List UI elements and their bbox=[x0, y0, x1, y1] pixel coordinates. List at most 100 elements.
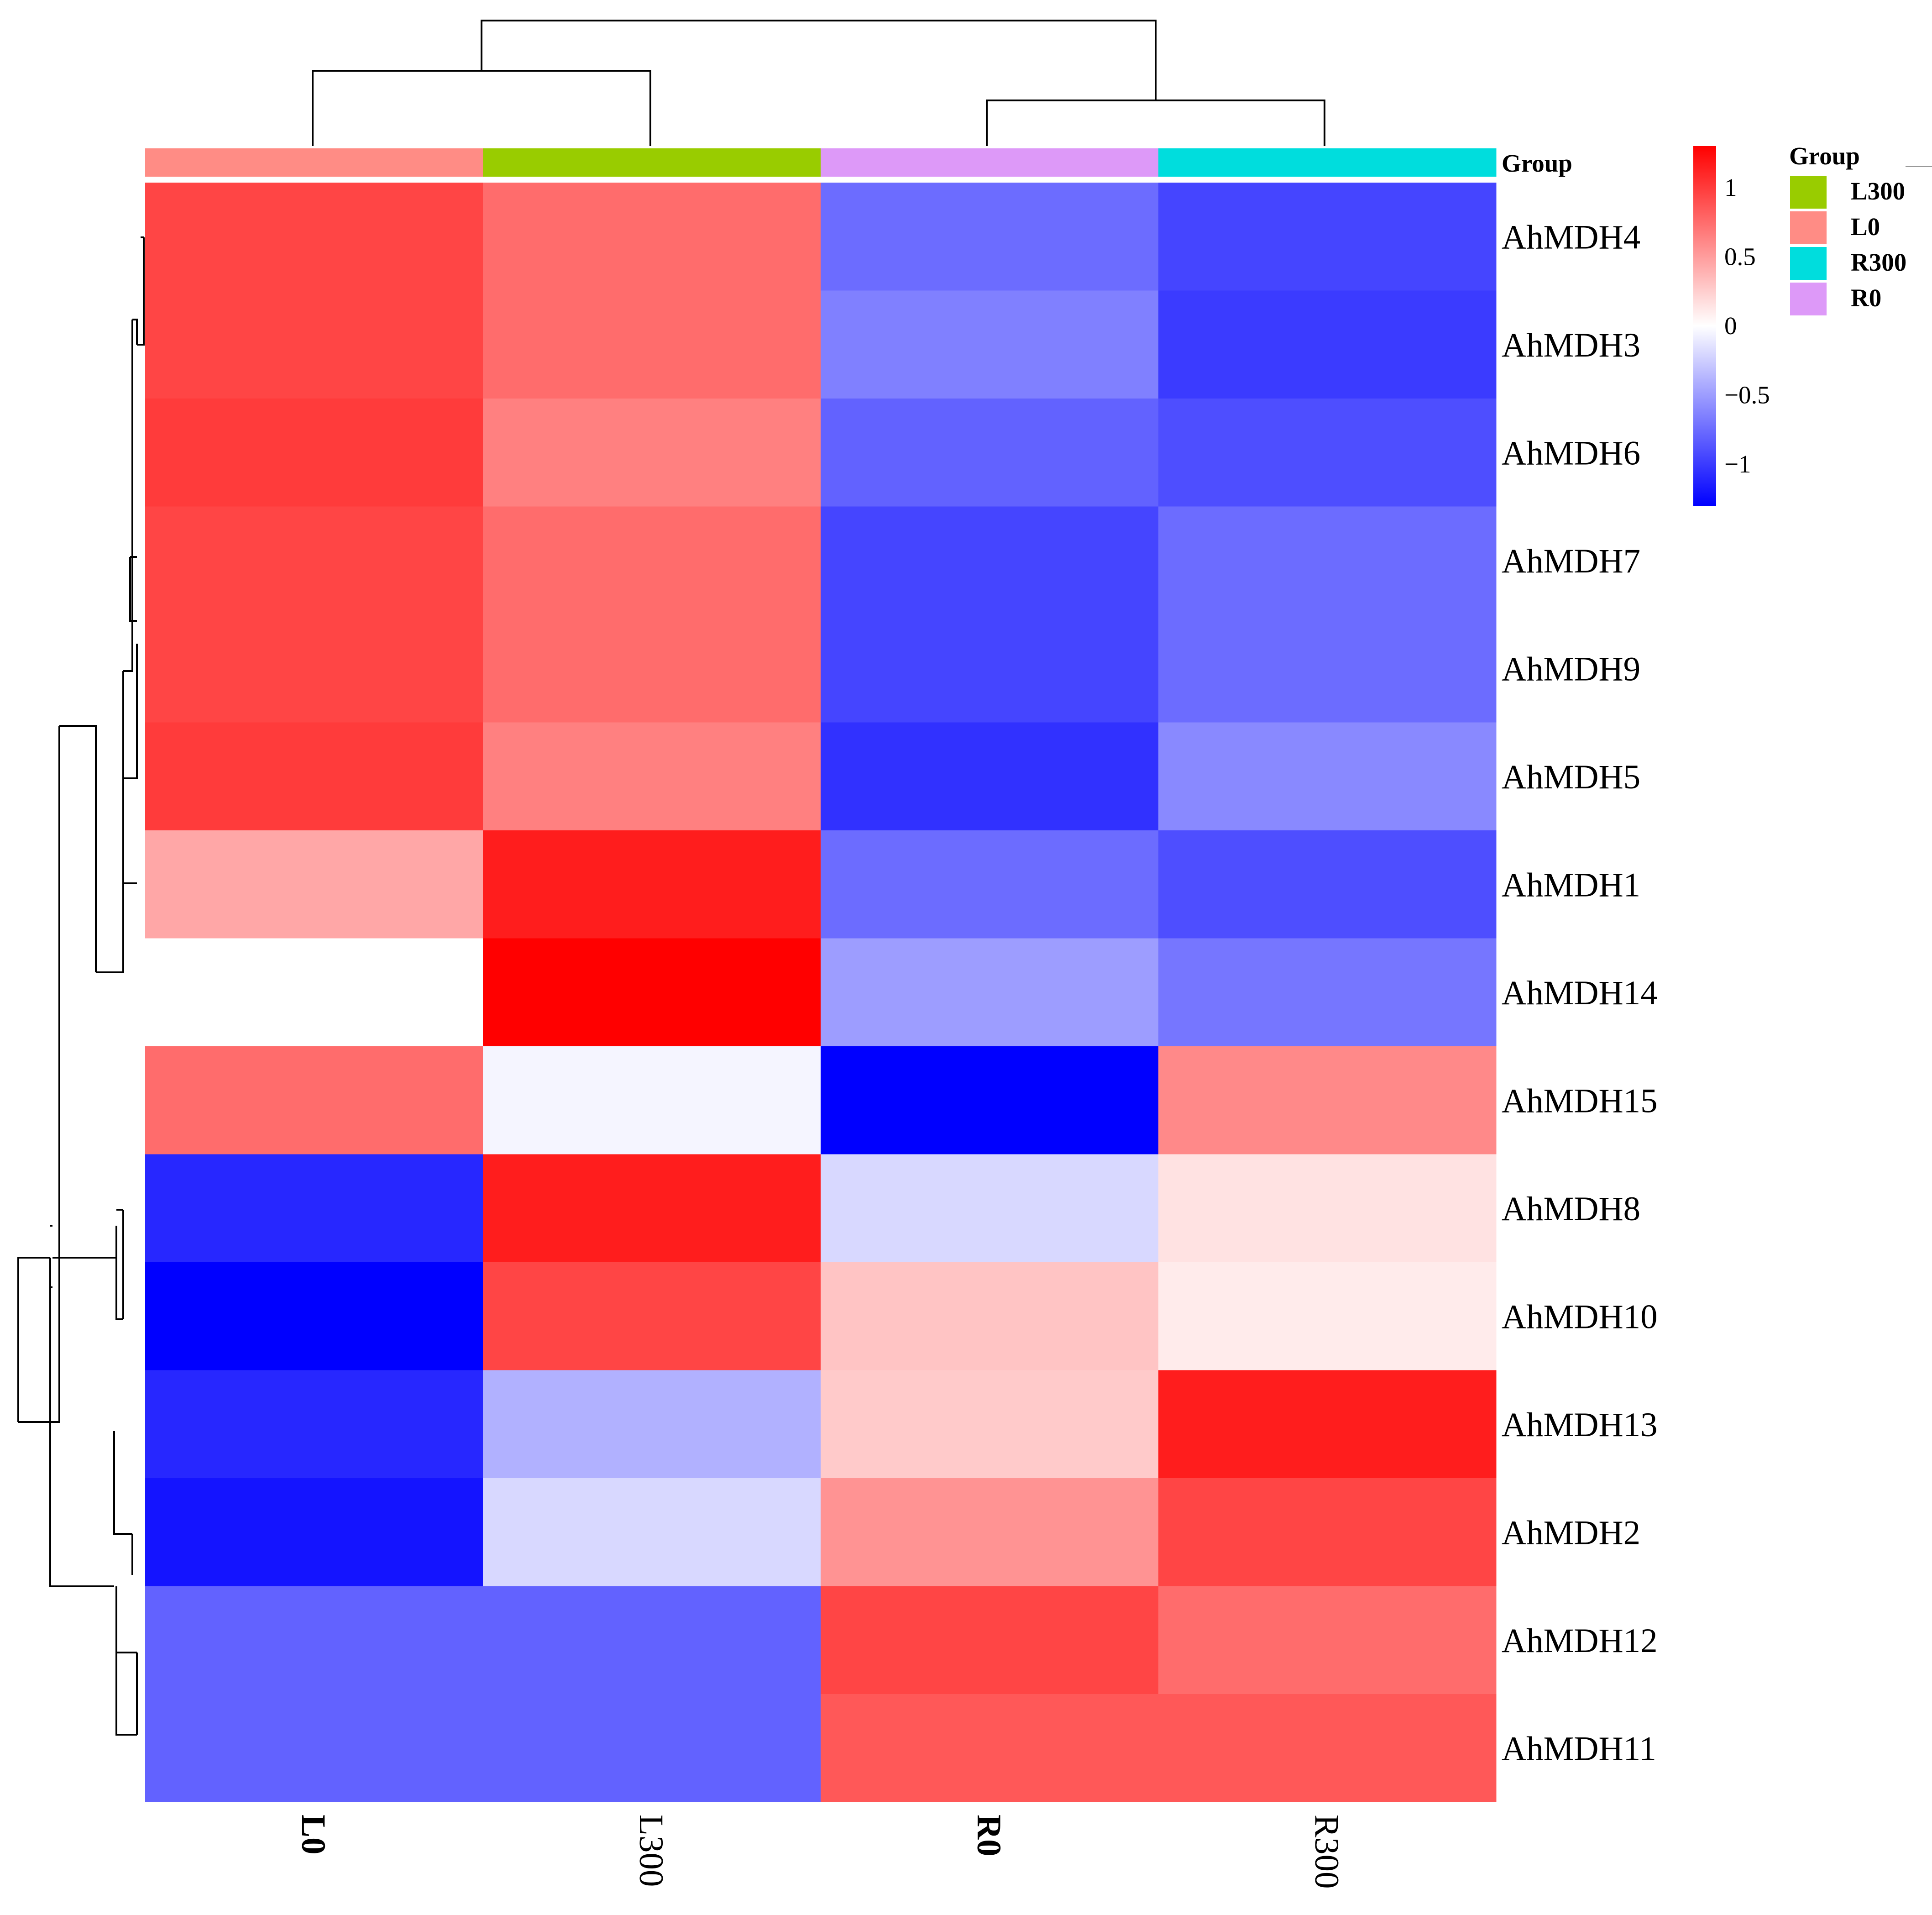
heatmap-cell bbox=[821, 183, 1159, 291]
heatmap-cell bbox=[483, 1262, 821, 1370]
row-label: AhMDH7 bbox=[1502, 542, 1640, 580]
heatmap-cell bbox=[1158, 614, 1497, 723]
annotation-cell-l300 bbox=[483, 148, 821, 177]
heatmap-cell bbox=[821, 1586, 1159, 1695]
row-label: AhMDH2 bbox=[1502, 1514, 1640, 1552]
heatmap-cell bbox=[145, 506, 483, 615]
column-label: L0 bbox=[294, 1815, 332, 1855]
heatmap-cell bbox=[483, 290, 821, 399]
column-labels: L0 L300 R0 R300 bbox=[294, 1815, 1346, 1889]
heatmap-cell bbox=[145, 1586, 483, 1695]
row-label: AhMDH1 bbox=[1502, 866, 1640, 904]
heatmap-cell bbox=[1158, 1370, 1497, 1479]
heatmap-cell bbox=[1158, 1046, 1497, 1154]
heatmap-cell bbox=[821, 1046, 1159, 1154]
heatmap-cell bbox=[1158, 399, 1497, 507]
row-dendrogram-branches bbox=[17, 236, 145, 1736]
heatmap-cell bbox=[821, 399, 1159, 507]
color-scale-tick: −0.5 bbox=[1724, 381, 1770, 409]
heatmap-cell bbox=[483, 1478, 821, 1586]
heatmap-cell bbox=[1158, 183, 1497, 291]
heatmap-cell bbox=[145, 290, 483, 399]
group-annotation-bar bbox=[145, 148, 1497, 177]
heatmap-cell bbox=[483, 183, 821, 291]
heatmap-cell bbox=[1158, 1154, 1497, 1263]
row-label: AhMDH15 bbox=[1502, 1082, 1658, 1120]
heatmap-cell bbox=[145, 830, 483, 939]
heatmap-cell bbox=[821, 1370, 1159, 1479]
heatmap-cell bbox=[483, 938, 821, 1047]
heatmap-cell bbox=[483, 722, 821, 831]
color-scale-legend: 1 0.5 0 −0.5 −1 bbox=[1693, 146, 1770, 506]
heatmap-cells bbox=[145, 183, 1497, 1802]
heatmap-cell bbox=[145, 1694, 483, 1802]
column-dendrogram-branches bbox=[312, 20, 1325, 146]
group-legend-swatch bbox=[1790, 247, 1827, 280]
annotation-title: Group bbox=[1502, 149, 1572, 177]
heatmap-cell bbox=[1158, 938, 1497, 1047]
group-legend-label: R300 bbox=[1851, 248, 1906, 276]
heatmap-cell bbox=[1158, 506, 1497, 615]
group-legend-title: Group bbox=[1789, 142, 1860, 170]
row-label: AhMDH13 bbox=[1502, 1406, 1658, 1444]
heatmap-cell bbox=[821, 938, 1159, 1047]
group-legend-swatch bbox=[1790, 211, 1827, 244]
heatmap-cell bbox=[1158, 1262, 1497, 1370]
heatmap-cell bbox=[145, 614, 483, 723]
group-legend-swatch bbox=[1790, 283, 1827, 315]
annotation-cell-r300 bbox=[1158, 148, 1497, 177]
heatmap-cell bbox=[483, 1586, 821, 1695]
row-label: AhMDH5 bbox=[1502, 758, 1640, 796]
row-label: AhMDH8 bbox=[1502, 1190, 1640, 1228]
heatmap-cell bbox=[821, 722, 1159, 831]
color-scale-tick: 1 bbox=[1724, 173, 1737, 201]
group-legend-label: L300 bbox=[1851, 177, 1905, 205]
heatmap-cell bbox=[145, 1154, 483, 1263]
heatmap-cell bbox=[1158, 1586, 1497, 1695]
heatmap-cell bbox=[145, 399, 483, 507]
row-label: AhMDH14 bbox=[1502, 974, 1658, 1012]
row-label: AhMDH11 bbox=[1502, 1730, 1656, 1768]
column-dendrogram bbox=[312, 20, 1325, 146]
heatmap-cell bbox=[483, 399, 821, 507]
heatmap-cell bbox=[483, 1154, 821, 1263]
heatmap-cell bbox=[483, 830, 821, 939]
column-label: R0 bbox=[970, 1815, 1008, 1857]
heatmap-cell bbox=[821, 1154, 1159, 1263]
heatmap-cell bbox=[145, 1370, 483, 1479]
group-legend-label: L0 bbox=[1851, 213, 1880, 241]
heatmap-cell bbox=[821, 830, 1159, 939]
heatmap-cell bbox=[145, 1478, 483, 1586]
heatmap-cell bbox=[145, 938, 483, 1047]
heatmap-cell bbox=[145, 1046, 483, 1154]
column-label: L300 bbox=[632, 1815, 670, 1887]
heatmap-cell bbox=[483, 1370, 821, 1479]
heatmap-cell bbox=[1158, 290, 1497, 399]
heatmap-cell bbox=[821, 1694, 1159, 1802]
column-label: R300 bbox=[1308, 1815, 1346, 1889]
heatmap-cell bbox=[821, 614, 1159, 723]
row-labels: AhMDH4 AhMDH3 AhMDH6 AhMDH7 AhMDH9 AhMDH5 AhMD… bbox=[1502, 218, 1658, 1768]
row-label: AhMDH9 bbox=[1502, 650, 1640, 688]
color-scale-tick: 0 bbox=[1724, 312, 1737, 340]
row-label: AhMDH6 bbox=[1502, 434, 1640, 472]
row-label: AhMDH3 bbox=[1502, 326, 1640, 364]
group-legend-label: R0 bbox=[1851, 284, 1881, 312]
heatmap-cell bbox=[483, 1046, 821, 1154]
group-legend: Group L300 L0 R300 R0 bbox=[1789, 142, 1906, 315]
color-scale-bar bbox=[1693, 146, 1716, 506]
annotation-cell-l0 bbox=[145, 148, 483, 177]
heatmap-cell bbox=[483, 1694, 821, 1802]
row-label: AhMDH12 bbox=[1502, 1622, 1658, 1660]
heatmap-cell bbox=[821, 1478, 1159, 1586]
heatmap-cell bbox=[145, 1262, 483, 1370]
heatmap-cell bbox=[821, 506, 1159, 615]
group-legend-swatch bbox=[1790, 176, 1827, 209]
heatmap-cell bbox=[1158, 1694, 1497, 1802]
heatmap-cell bbox=[1158, 830, 1497, 939]
row-label: AhMDH10 bbox=[1502, 1298, 1658, 1336]
row-label: AhMDH4 bbox=[1502, 218, 1640, 256]
color-scale-tick: 0.5 bbox=[1724, 242, 1756, 270]
color-scale-tick: −1 bbox=[1724, 450, 1751, 478]
